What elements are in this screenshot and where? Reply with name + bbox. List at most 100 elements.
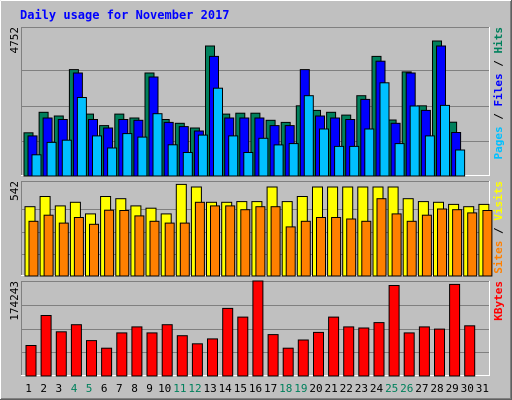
y-max-label: 4752 (8, 27, 21, 54)
x-tick-label-day-19: 19 (294, 382, 307, 395)
bar-kbytes-day-13 (207, 338, 218, 377)
x-tick-label-day-20: 20 (309, 382, 322, 395)
bar-sites-day-9 (149, 220, 160, 277)
bar-kbytes-day-6 (101, 347, 113, 377)
x-tick-label-day-9: 9 (146, 382, 153, 395)
bar-sites-day-3 (58, 222, 69, 277)
bar-sites-day-12 (194, 201, 205, 277)
bar-pages-day-15 (243, 152, 254, 177)
x-tick-label-day-31: 31 (476, 382, 489, 395)
y-axis-label-part: / (492, 54, 505, 74)
bar-sites-day-27 (421, 214, 432, 277)
y-axis-label: KBytes (492, 281, 505, 321)
chart-title: Daily usage for November 2017 (20, 8, 230, 22)
bar-pages-day-3 (61, 139, 72, 177)
bar-kbytes-day-26 (403, 332, 415, 377)
x-tick-label-day-30: 30 (461, 382, 474, 395)
bar-pages-day-1 (31, 154, 42, 177)
bar-sites-day-15 (240, 209, 251, 277)
x-tick-label-day-18: 18 (279, 382, 292, 395)
x-tick-label-day-11: 11 (173, 382, 186, 395)
y-axis-label-part: Sites (492, 241, 505, 274)
bar-kbytes-day-18 (282, 347, 294, 377)
bar-sites-day-24 (376, 198, 387, 277)
bar-kbytes-day-16 (252, 280, 264, 377)
bar-sites-day-29 (452, 209, 463, 277)
bar-pages-day-27 (424, 135, 435, 177)
x-tick-label-day-29: 29 (446, 382, 459, 395)
x-tick-label-day-10: 10 (158, 382, 171, 395)
bar-sites-day-1 (28, 220, 39, 277)
y-axis-label-part: / (492, 107, 505, 127)
bar-pages-day-17 (273, 144, 284, 177)
x-tick-label-day-4: 4 (71, 382, 78, 395)
chart-panel-1: 4752 Pages / Files / Hits (8, 27, 505, 177)
bar-kbytes-day-2 (40, 315, 52, 377)
y-axis-label-part: Hits (492, 27, 505, 54)
bar-sites-day-14 (225, 205, 236, 277)
bar-sites-day-16 (255, 206, 266, 277)
bar-kbytes-day-22 (343, 326, 355, 377)
x-tick-label-day-25: 25 (385, 382, 398, 395)
bar-sites-day-18 (285, 226, 296, 277)
bar-pages-day-23 (364, 128, 375, 177)
chart-panel-2: 542 Sites / Visits (8, 181, 505, 277)
bar-sites-day-6 (104, 209, 115, 277)
y-max-label: 542 (8, 181, 21, 201)
bar-kbytes-day-25 (388, 285, 400, 377)
bar-sites-day-21 (331, 217, 342, 277)
bar-kbytes-day-4 (70, 324, 82, 377)
x-tick-label-day-22: 22 (340, 382, 353, 395)
bar-sites-day-8 (134, 215, 145, 277)
y-axis-label-part: KBytes (492, 281, 505, 321)
x-tick-label-day-2: 2 (40, 382, 47, 395)
bar-kbytes-day-23 (358, 327, 370, 377)
bar-sites-day-22 (346, 218, 357, 277)
bar-kbytes-day-9 (146, 332, 158, 377)
bar-kbytes-day-10 (161, 324, 173, 377)
bar-pages-day-28 (440, 104, 450, 177)
bar-pages-day-10 (167, 144, 178, 177)
bar-pages-day-18 (288, 143, 299, 177)
bar-kbytes-day-14 (222, 307, 234, 377)
x-tick-label-day-13: 13 (203, 382, 216, 395)
x-tick-label-day-8: 8 (131, 382, 138, 395)
bar-pages-day-22 (349, 145, 360, 177)
bar-pages-day-25 (394, 143, 405, 177)
bar-sites-day-23 (361, 220, 372, 277)
bar-sites-day-30 (467, 212, 478, 277)
bar-sites-day-4 (73, 217, 84, 277)
bar-pages-day-13 (213, 87, 223, 177)
bar-kbytes-day-19 (297, 339, 309, 377)
y-axis-label: Pages / Files / Hits (492, 27, 505, 160)
bar-kbytes-day-11 (176, 335, 188, 377)
bar-kbytes-day-15 (237, 316, 249, 377)
x-tick-label-day-5: 5 (86, 382, 93, 395)
y-max-label: 174243 (8, 281, 21, 321)
bar-sites-day-2 (43, 214, 54, 277)
bar-sites-day-5 (89, 223, 99, 277)
bar-pages-day-24 (379, 82, 390, 177)
x-tick-label-day-26: 26 (400, 382, 413, 395)
x-tick-label-day-16: 16 (249, 382, 262, 395)
bar-sites-day-25 (391, 213, 402, 277)
bar-sites-day-26 (406, 220, 417, 277)
y-axis-label-part: / (492, 221, 505, 241)
bar-kbytes-day-20 (313, 331, 324, 377)
x-tick-label-day-27: 27 (415, 382, 428, 395)
bar-kbytes-day-30 (464, 325, 476, 377)
bar-sites-day-19 (300, 220, 311, 277)
x-tick-label-day-3: 3 (55, 382, 62, 395)
x-axis-labels: 1 2 3 4 5 6 7 8 9 10 11 12 13 14 15 16 17 18 19 20 21 22 23 24 2… (25, 382, 489, 395)
bar-pages-day-19 (303, 95, 314, 177)
y-axis-label-part: Pages (492, 126, 505, 159)
bar-pages-day-16 (258, 137, 269, 177)
y-axis-label: Sites / Visits (492, 181, 505, 274)
bar-kbytes-day-28 (434, 328, 445, 377)
bar-pages-day-21 (334, 145, 345, 177)
bar-pages-day-14 (228, 135, 239, 177)
bar-kbytes-day-21 (328, 316, 340, 377)
bar-sites-day-13 (210, 205, 220, 277)
bar-pages-day-2 (46, 141, 57, 177)
